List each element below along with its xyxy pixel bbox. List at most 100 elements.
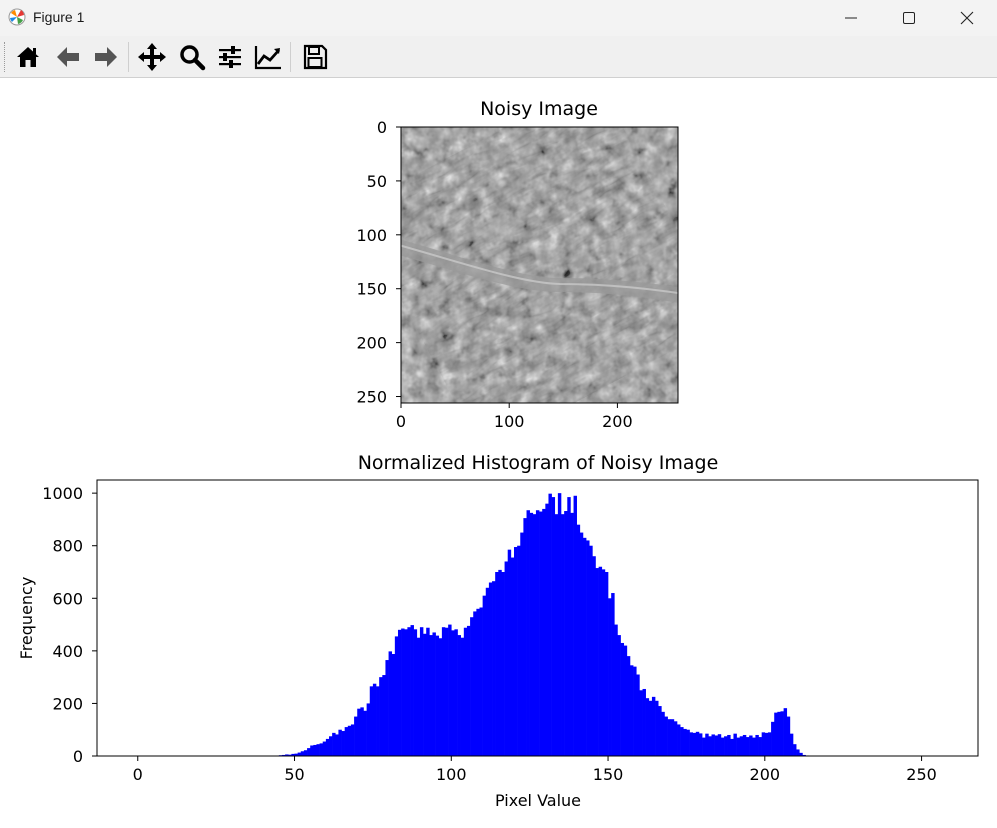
histogram-bar [329,736,333,756]
histogram-bar [288,754,292,756]
close-button[interactable] [938,0,996,36]
histogram-bar [608,598,612,756]
back-button[interactable] [52,41,84,73]
histogram-bar [604,572,609,756]
toolbar-grip [4,42,7,72]
x-tick-label: 100 [436,765,467,784]
histogram-bar [369,686,374,756]
save-button[interactable] [299,41,331,73]
window-title: Figure 1 [33,9,85,25]
histogram-bar [391,654,396,756]
forward-button[interactable] [90,41,122,73]
histogram-x-axis: 0 50 100 150 200 250 [133,756,937,784]
histogram-bar [526,510,530,756]
histogram-bar [332,732,336,756]
histogram-bar [520,532,524,756]
histogram-bar [322,741,327,756]
histogram-bar [473,611,477,756]
histogram-bar [423,633,427,756]
histogram-bar [752,737,756,756]
histogram-bar [357,708,361,756]
histogram-bar [739,736,744,756]
histogram-bar [366,703,371,756]
histogram-bars [278,493,809,756]
histogram-bar [413,629,418,756]
edit-axes-button[interactable] [252,41,284,73]
y-tick-label: 150 [356,280,387,299]
histogram-bar [429,635,433,756]
x-tick-label: 0 [133,765,143,784]
histogram-bar [545,503,549,756]
histogram-bar [586,540,590,756]
zoom-button[interactable] [176,41,208,73]
sliders-icon [219,46,241,68]
y-tick-label: 800 [52,537,83,556]
histogram-bar [281,754,286,756]
histogram-bar [673,721,678,756]
maximize-icon [903,12,915,24]
y-tick-label: 1000 [42,484,83,503]
histogram-bar [419,627,424,756]
histogram-bar [589,545,593,756]
histogram-bar [670,719,675,756]
configure-subplots-button[interactable] [214,41,246,73]
x-tick-label: 250 [906,765,937,784]
histogram-y-axis: 0 200 400 600 800 1000 [42,484,97,766]
histogram-bar [325,738,330,756]
histogram-bar [771,721,775,756]
histogram-bar [755,734,759,756]
histogram-bar [667,719,672,756]
home-button[interactable] [12,41,44,73]
histogram-bar [354,716,358,756]
histogram-bar [319,743,324,756]
maximize-button[interactable] [880,0,938,36]
histogram-bar [777,711,781,756]
pan-button[interactable] [136,41,168,73]
histogram-bar [724,736,728,756]
histogram-bar [745,737,750,756]
arrow-right-icon [95,47,117,67]
histogram-bar [517,545,521,756]
histogram-bar [648,700,653,756]
histogram-bar [620,642,625,756]
figure-canvas[interactable]: Noisy Image 0 100 200 0 50 100 150 200 250 Norm… [0,78,997,828]
floppy-disk-icon [303,44,328,70]
histogram-bar [796,749,800,756]
histogram-bar [579,532,584,756]
histogram-bar [645,698,650,756]
histogram-bar [492,581,496,756]
line-chart-icon [254,46,281,70]
histogram-bar [350,724,355,756]
histogram-bar [338,729,342,756]
minimize-button[interactable] [822,0,880,36]
histogram-bar [294,753,298,756]
histogram-bar [463,627,468,756]
histogram-bar [799,752,803,756]
histogram-bar [376,686,380,756]
histogram-bar [498,569,502,756]
toolbar-separator [128,42,129,72]
y-tick-label: 600 [52,589,83,608]
histogram-bar [432,632,436,756]
y-tick-label: 200 [356,334,387,353]
histogram-bar [513,547,518,756]
histogram-bar [529,512,534,756]
histogram-bar [570,512,574,756]
histogram-bar [642,688,646,756]
histogram-bar [379,677,383,756]
histogram-bar [457,635,461,756]
histogram-bar [416,637,421,756]
histogram-bar [749,735,753,756]
histogram-bar [626,656,631,756]
histogram-bar [717,734,722,756]
y-tick-label: 400 [52,642,83,661]
histogram-bar [316,744,320,756]
histogram-bar [441,627,446,756]
histogram-bar [573,495,577,756]
x-tick-label: 200 [602,412,633,431]
histogram-bar [786,716,791,756]
minimize-icon [845,17,857,19]
histogram-bar [564,511,568,756]
move-icon [138,43,166,71]
image-y-axis: 0 50 100 150 200 250 [356,118,401,407]
